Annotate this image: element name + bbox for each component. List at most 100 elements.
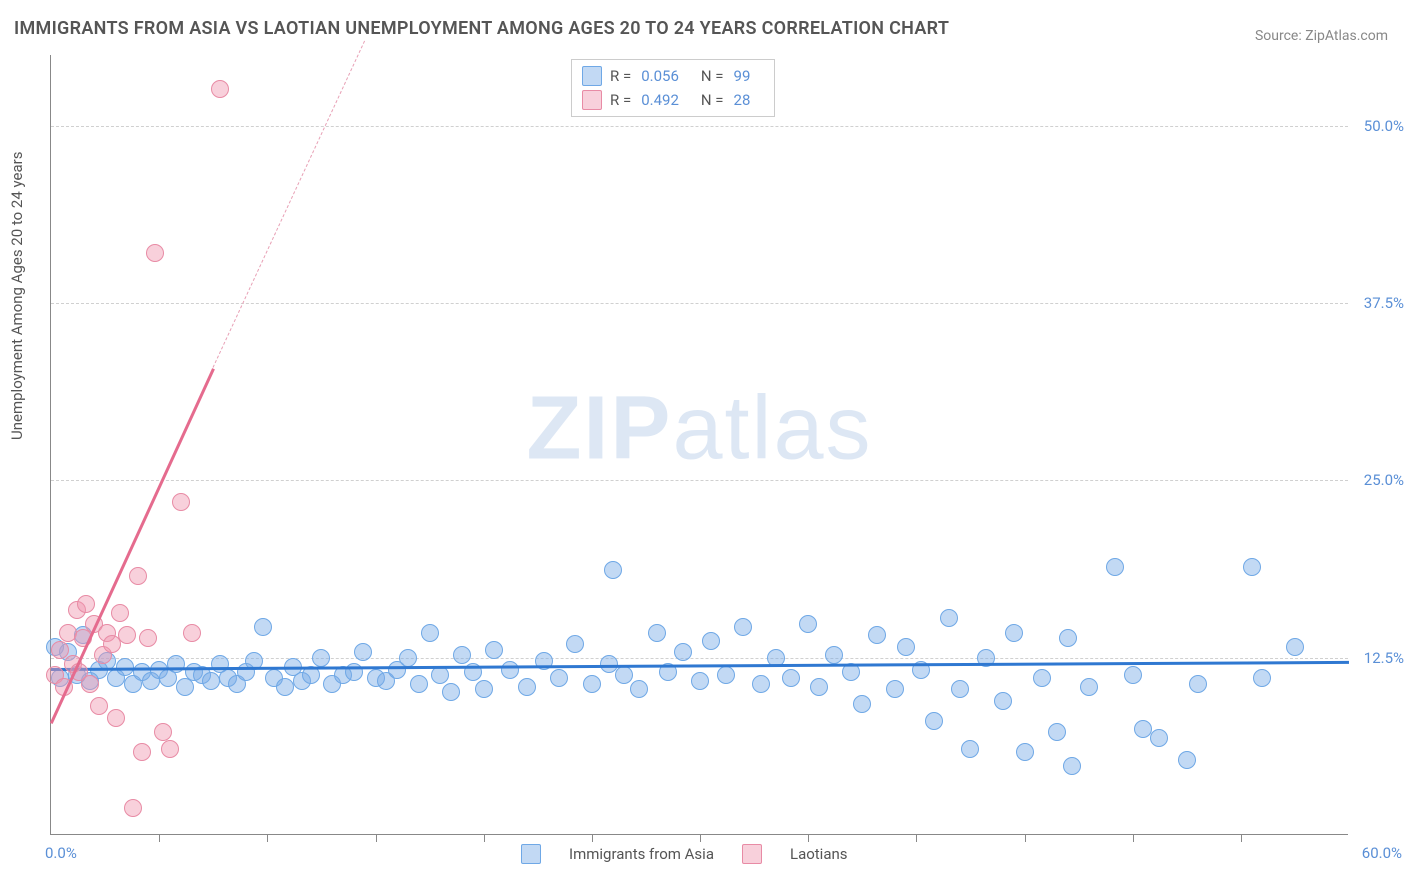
data-point — [111, 604, 129, 622]
x-tick — [1025, 834, 1026, 842]
data-point — [752, 675, 770, 693]
x-tick — [376, 834, 377, 842]
data-point — [276, 678, 294, 696]
x-tick — [592, 834, 593, 842]
data-point — [167, 655, 185, 673]
data-point — [518, 678, 536, 696]
data-point — [501, 661, 519, 679]
x-tick — [159, 834, 160, 842]
source-label: Source: — [1255, 28, 1302, 44]
data-point — [410, 675, 428, 693]
data-point — [615, 666, 633, 684]
data-point — [897, 638, 915, 656]
data-point — [961, 740, 979, 758]
data-point — [691, 672, 709, 690]
r-label: R = — [610, 91, 631, 109]
data-point — [107, 709, 125, 727]
data-point — [442, 683, 460, 701]
data-point — [161, 740, 179, 758]
data-point — [399, 649, 417, 667]
scatter-plot-area: ZIPatlas R =0.056 N =99 R =0.492 N =28 I… — [50, 55, 1348, 835]
x-tick — [916, 834, 917, 842]
data-point — [868, 626, 886, 644]
data-point — [1106, 558, 1124, 576]
y-tick-label: 12.5% — [1364, 649, 1404, 667]
y-axis-label: Unemployment Among Ages 20 to 24 years — [8, 152, 26, 440]
data-point — [1016, 743, 1034, 761]
x-axis-min-label: 0.0% — [45, 844, 77, 862]
data-point — [810, 678, 828, 696]
data-point — [124, 799, 142, 817]
y-tick-label: 50.0% — [1364, 117, 1404, 135]
data-point — [1080, 678, 1098, 696]
data-point — [146, 244, 164, 262]
x-tick — [267, 834, 268, 842]
data-point — [782, 669, 800, 687]
data-point — [453, 646, 471, 664]
data-point — [1286, 638, 1304, 656]
x-tick — [700, 834, 701, 842]
data-point — [648, 624, 666, 642]
n-value: 28 — [734, 91, 751, 109]
series-legend: Immigrants from Asia Laotians — [521, 844, 848, 864]
data-point — [1048, 723, 1066, 741]
legend-row-laotians: R = 0.492 N = 28 — [582, 88, 764, 112]
data-point — [431, 666, 449, 684]
data-point — [1150, 729, 1168, 747]
data-point — [1005, 624, 1023, 642]
data-point — [154, 723, 172, 741]
data-point — [886, 680, 904, 698]
legend-label-asia: Immigrants from Asia — [569, 845, 714, 863]
data-point — [925, 712, 943, 730]
watermark-bold: ZIP — [526, 378, 672, 478]
data-point — [702, 632, 720, 650]
x-tick — [1241, 834, 1242, 842]
n-label: N = — [701, 67, 724, 85]
swatch-icon — [582, 90, 602, 110]
data-point — [1059, 629, 1077, 647]
gridline — [51, 126, 1348, 127]
data-point — [994, 692, 1012, 710]
data-point — [475, 680, 493, 698]
trend-line — [213, 41, 365, 368]
data-point — [566, 635, 584, 653]
data-point — [853, 695, 871, 713]
chart-title: IMMIGRANTS FROM ASIA VS LAOTIAN UNEMPLOY… — [14, 18, 949, 39]
data-point — [630, 680, 648, 698]
n-value: 99 — [734, 67, 751, 85]
data-point — [550, 669, 568, 687]
data-point — [604, 561, 622, 579]
data-point — [951, 680, 969, 698]
data-point — [1033, 669, 1051, 687]
gridline — [51, 480, 1348, 481]
data-point — [485, 641, 503, 659]
data-point — [1178, 751, 1196, 769]
data-point — [139, 629, 157, 647]
r-value: 0.492 — [641, 91, 679, 109]
y-tick-label: 25.0% — [1364, 471, 1404, 489]
data-point — [254, 618, 272, 636]
r-label: R = — [610, 67, 631, 85]
data-point — [1189, 675, 1207, 693]
data-point — [799, 615, 817, 633]
x-tick — [1133, 834, 1134, 842]
swatch-icon — [742, 844, 762, 864]
data-point — [940, 609, 958, 627]
data-point — [354, 643, 372, 661]
data-point — [583, 675, 601, 693]
data-point — [133, 743, 151, 761]
data-point — [421, 624, 439, 642]
data-point — [211, 80, 229, 98]
correlation-legend: R =0.056 N =99 R =0.492 N =28 — [571, 59, 775, 117]
x-axis-max-label: 60.0% — [1362, 844, 1402, 862]
data-point — [734, 618, 752, 636]
swatch-icon — [582, 66, 602, 86]
data-point — [77, 595, 95, 613]
data-point — [312, 649, 330, 667]
data-point — [81, 675, 99, 693]
data-point — [118, 626, 136, 644]
data-point — [825, 646, 843, 664]
n-label: N = — [701, 91, 724, 109]
x-tick — [484, 834, 485, 842]
gridline — [51, 303, 1348, 304]
